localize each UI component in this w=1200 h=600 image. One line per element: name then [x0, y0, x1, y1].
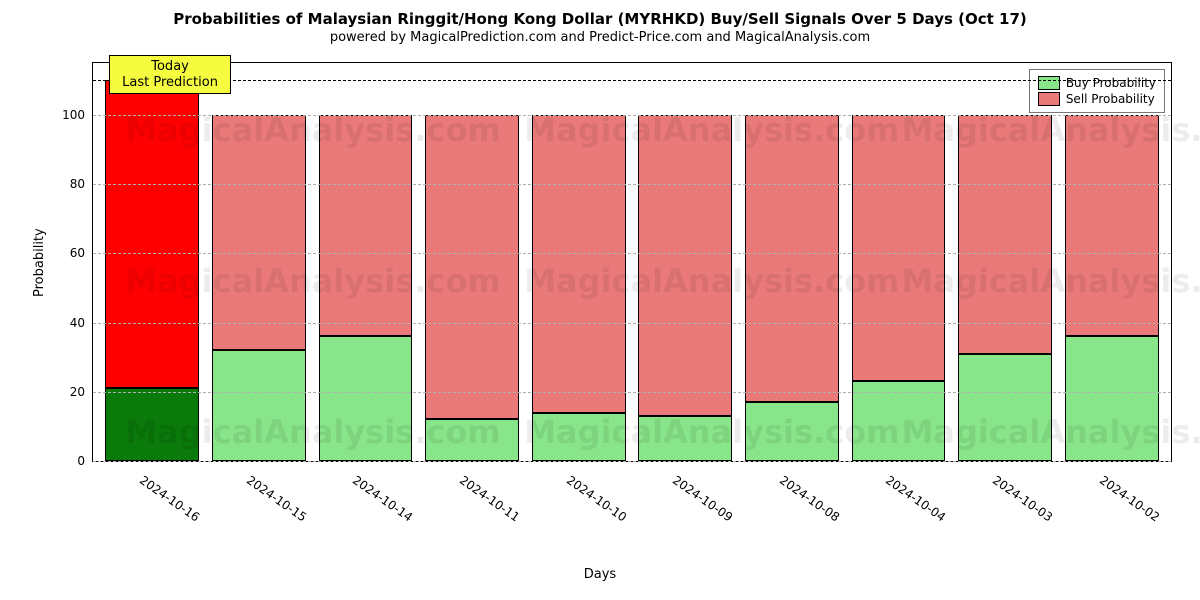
legend-swatch [1038, 76, 1060, 90]
x-tick-label: 2024-10-04 [883, 473, 948, 524]
bars-group: 2024-10-162024-10-152024-10-142024-10-11… [93, 63, 1171, 461]
bar-segment-buy [1065, 336, 1159, 461]
stacked-bar [745, 115, 839, 461]
y-tick-label: 0 [77, 454, 93, 468]
bar-segment-buy [852, 381, 946, 461]
bar-slot: 2024-10-11 [419, 63, 526, 461]
gridline [93, 253, 1171, 254]
x-tick-label: 2024-10-03 [990, 473, 1055, 524]
bar-segment-sell [319, 115, 413, 336]
stacked-bar [212, 115, 306, 461]
bar-segment-sell [212, 115, 306, 350]
y-tick-label: 100 [62, 108, 93, 122]
x-tick-label: 2024-10-11 [457, 473, 522, 524]
gridline [93, 461, 1171, 462]
bar-segment-buy [319, 336, 413, 461]
bar-segment-sell [105, 80, 199, 388]
bar-segment-buy [105, 388, 199, 461]
x-tick-label: 2024-10-08 [777, 473, 842, 524]
bar-slot: 2024-10-16 [99, 63, 206, 461]
reference-line [93, 80, 1171, 81]
x-tick-label: 2024-10-02 [1097, 473, 1162, 524]
gridline [93, 323, 1171, 324]
bar-slot: 2024-10-03 [952, 63, 1059, 461]
stacked-bar [532, 115, 626, 461]
plot-area: 2024-10-162024-10-152024-10-142024-10-11… [92, 62, 1172, 462]
today-line1: Today [122, 59, 218, 75]
legend-label: Sell Probability [1066, 92, 1155, 106]
legend: Buy Probability Sell Probability [1029, 69, 1165, 113]
y-axis-label: Probability [32, 228, 47, 297]
bar-segment-buy [532, 413, 626, 461]
gridline [93, 115, 1171, 116]
gridline [93, 184, 1171, 185]
legend-item: Buy Probability [1038, 76, 1156, 90]
chart-subtitle: powered by MagicalPrediction.com and Pre… [0, 30, 1200, 45]
bar-slot: 2024-10-10 [525, 63, 632, 461]
chart-title: Probabilities of Malaysian Ringgit/Hong … [0, 10, 1200, 28]
bar-segment-buy [958, 354, 1052, 461]
legend-swatch [1038, 92, 1060, 106]
bar-segment-buy [745, 402, 839, 461]
bar-segment-buy [638, 416, 732, 461]
stacked-bar [852, 115, 946, 461]
bar-slot: 2024-10-08 [739, 63, 846, 461]
stacked-bar [1065, 115, 1159, 461]
bar-slot: 2024-10-15 [206, 63, 313, 461]
bar-segment-sell [852, 115, 946, 381]
bar-segment-sell [532, 115, 626, 413]
bar-segment-sell [638, 115, 732, 416]
x-tick-label: 2024-10-16 [137, 473, 202, 524]
x-tick-label: 2024-10-14 [350, 473, 415, 524]
stacked-bar [425, 115, 519, 461]
bar-segment-sell [745, 115, 839, 402]
gridline [93, 392, 1171, 393]
y-tick-label: 40 [70, 316, 93, 330]
stacked-bar [638, 115, 732, 461]
x-axis-label: Days [0, 567, 1200, 582]
today-annotation: TodayLast Prediction [109, 55, 231, 94]
stacked-bar [958, 115, 1052, 461]
stacked-bar [105, 80, 199, 461]
bar-segment-sell [958, 115, 1052, 354]
x-tick-label: 2024-10-09 [670, 473, 735, 524]
y-tick-label: 60 [70, 246, 93, 260]
x-tick-label: 2024-10-10 [564, 473, 629, 524]
legend-item: Sell Probability [1038, 92, 1156, 106]
y-tick-label: 80 [70, 177, 93, 191]
bar-segment-sell [425, 115, 519, 420]
bar-slot: 2024-10-14 [312, 63, 419, 461]
bar-segment-buy [425, 419, 519, 461]
x-tick-label: 2024-10-15 [244, 473, 309, 524]
today-line2: Last Prediction [122, 75, 218, 91]
bar-segment-buy [212, 350, 306, 461]
bar-slot: 2024-10-09 [632, 63, 739, 461]
chart-container: Probabilities of Malaysian Ringgit/Hong … [0, 0, 1200, 600]
bar-slot: 2024-10-04 [845, 63, 952, 461]
legend-label: Buy Probability [1066, 76, 1156, 90]
y-tick-label: 20 [70, 385, 93, 399]
bar-slot: 2024-10-02 [1058, 63, 1165, 461]
bar-segment-sell [1065, 115, 1159, 336]
stacked-bar [319, 115, 413, 461]
